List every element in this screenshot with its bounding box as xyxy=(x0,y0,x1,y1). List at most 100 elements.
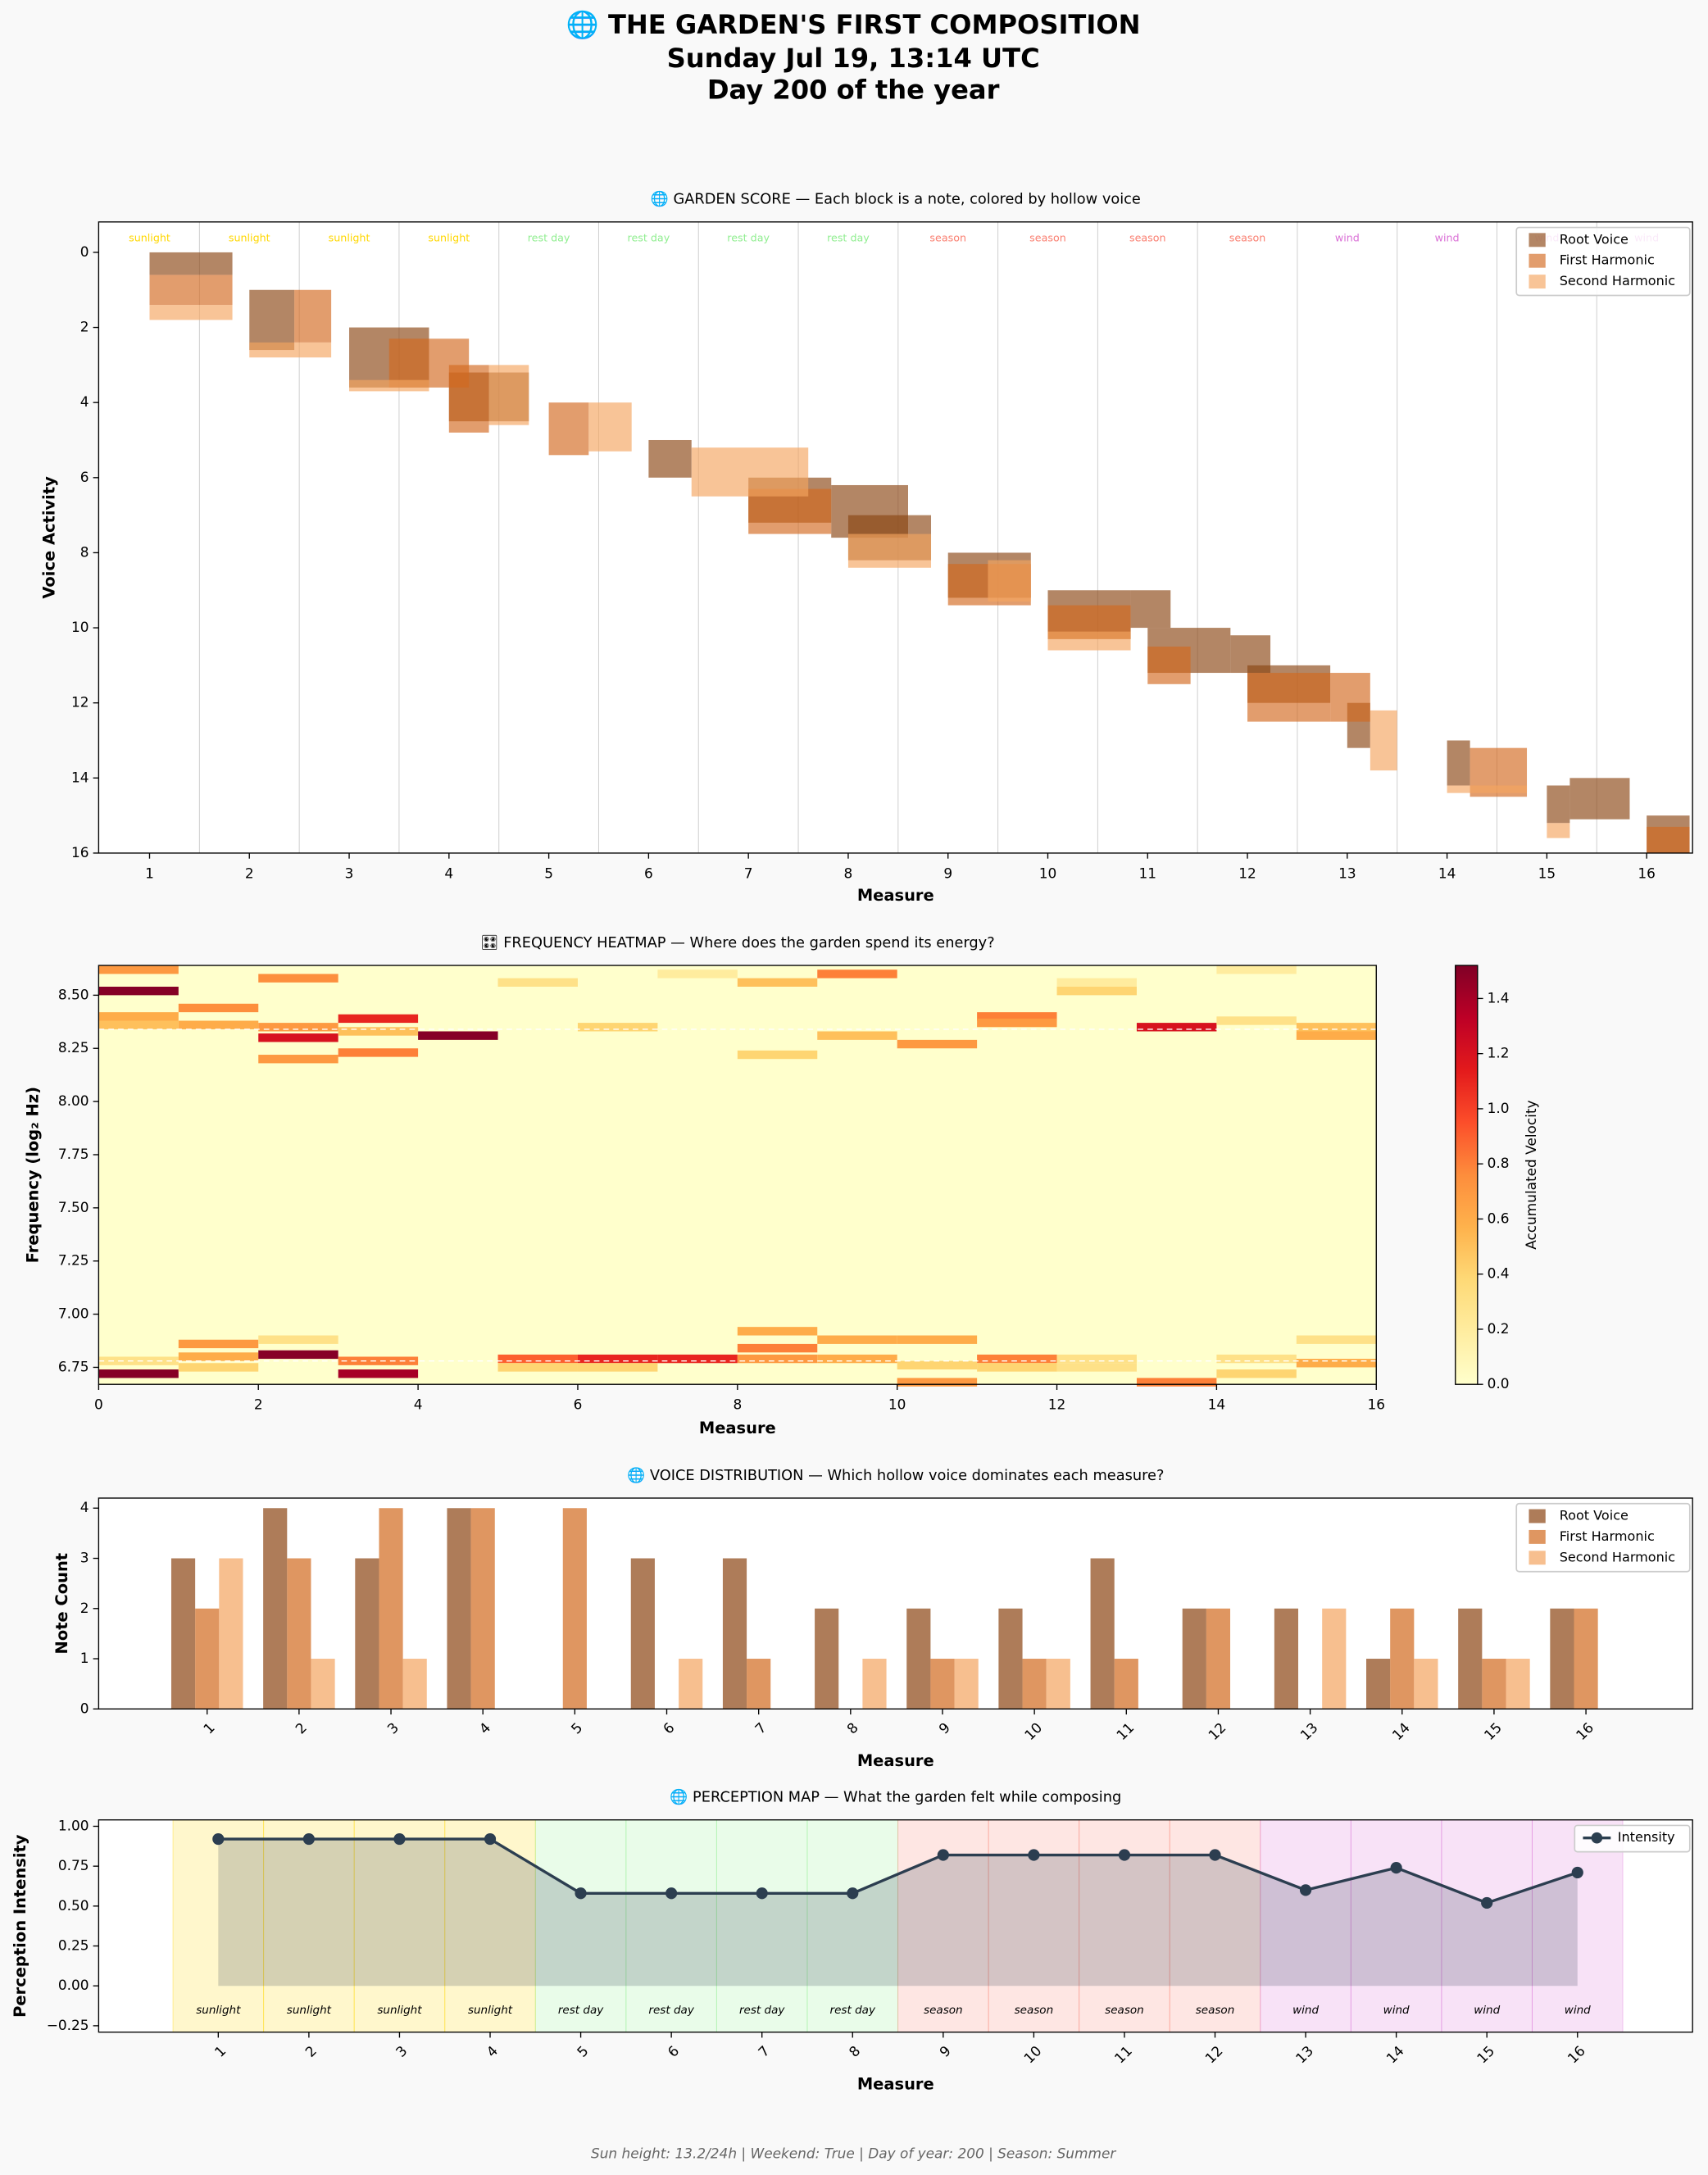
heat-cell xyxy=(1296,1023,1377,1032)
bar xyxy=(1506,1659,1530,1710)
note-block xyxy=(1247,673,1331,722)
section-label: rest day xyxy=(628,232,670,244)
note-block xyxy=(548,402,589,456)
bar xyxy=(906,1608,931,1710)
bar xyxy=(219,1558,243,1710)
heat-cell xyxy=(737,978,818,987)
section-label: rest day xyxy=(648,2004,694,2017)
heat-cell xyxy=(1216,1354,1297,1364)
x-tick-label: 6 xyxy=(574,1396,583,1413)
y-tick-label: 0.50 xyxy=(58,1897,89,1914)
y-tick-label: 1.00 xyxy=(58,1817,89,1833)
section-label: sunlight xyxy=(196,2004,241,2017)
point xyxy=(1390,1861,1402,1874)
heat-cell xyxy=(1056,1363,1137,1372)
point xyxy=(937,1849,949,1861)
x-axis-label: Measure xyxy=(857,2074,934,2093)
heat-cell xyxy=(178,1020,259,1029)
point xyxy=(1571,1866,1583,1879)
heat-cell xyxy=(338,1356,419,1365)
section-label: season xyxy=(924,2004,963,2017)
legend-label: Second Harmonic xyxy=(1560,1549,1675,1564)
bar xyxy=(562,1508,587,1710)
heat-cell xyxy=(1296,1335,1377,1344)
point xyxy=(756,1887,768,1900)
section-label: sunlight xyxy=(428,232,470,244)
heat-cell xyxy=(817,1031,897,1040)
section-label: season xyxy=(1129,232,1166,244)
heat-cell xyxy=(178,1003,259,1013)
section-label: sunlight xyxy=(377,2004,422,2017)
point xyxy=(1299,1884,1312,1896)
legend-label: First Harmonic xyxy=(1560,252,1655,268)
bar xyxy=(447,1508,471,1710)
bar xyxy=(815,1608,839,1710)
heat-cell xyxy=(497,1354,578,1364)
note-block xyxy=(149,305,233,320)
y-tick-label: 8.00 xyxy=(58,1092,89,1109)
heat-cell xyxy=(178,1352,259,1361)
heat-cell xyxy=(338,1027,419,1036)
section-label: season xyxy=(1196,2004,1235,2017)
y-tick-label: 6 xyxy=(80,469,89,485)
y-axis-label: Perception Intensity xyxy=(11,1834,30,2018)
section-label: sunlight xyxy=(329,232,370,244)
colorbar-tick-label: 0.4 xyxy=(1488,1265,1510,1282)
y-tick-label: 7.25 xyxy=(58,1252,89,1269)
y-axis-label: Voice Activity xyxy=(40,476,59,599)
x-tick-label: 14 xyxy=(1208,1396,1226,1413)
section-span xyxy=(172,1819,265,2033)
bar xyxy=(195,1608,220,1710)
bar xyxy=(998,1608,1023,1710)
bar xyxy=(1482,1659,1506,1710)
heat-cell xyxy=(897,1378,978,1387)
point xyxy=(1028,1849,1040,1861)
note-block xyxy=(149,252,233,275)
y-tick-label: 3 xyxy=(80,1550,89,1566)
x-tick-label: 7 xyxy=(744,865,753,881)
y-tick-label: 2 xyxy=(80,1600,89,1616)
section-label: season xyxy=(1229,232,1266,244)
heat-cell xyxy=(737,1343,818,1353)
section-span xyxy=(1260,1819,1351,2033)
bar xyxy=(954,1659,979,1710)
section-label: rest day xyxy=(558,2004,604,2017)
chart-title: 🌐 PERCEPTION MAP — What the garden felt … xyxy=(670,1788,1121,1806)
heat-cell xyxy=(497,978,578,987)
colorbar-tick-label: 1.4 xyxy=(1488,989,1510,1006)
x-tick-label: 3 xyxy=(345,865,354,881)
legend-swatch xyxy=(1529,233,1546,247)
heat-cell xyxy=(577,1363,658,1372)
x-tick-label: 16 xyxy=(1368,1396,1386,1413)
heat-cell xyxy=(338,1014,419,1024)
heat-cell xyxy=(737,1327,818,1336)
bar xyxy=(630,1558,655,1710)
bar xyxy=(263,1508,288,1710)
note-block xyxy=(691,447,809,497)
heat-cell xyxy=(1136,1023,1217,1032)
bar xyxy=(1090,1558,1115,1710)
bar xyxy=(311,1659,335,1710)
figure-subtitle: Sunday Jul 19, 13:14 UTC xyxy=(667,43,1040,74)
heat-cell xyxy=(897,1039,978,1049)
section-label: rest day xyxy=(528,232,570,244)
note-block xyxy=(1547,823,1570,838)
section-label: wind xyxy=(1474,2004,1500,2017)
y-tick-label: 16 xyxy=(71,844,89,860)
note-block xyxy=(1130,590,1171,629)
y-tick-label: 0.75 xyxy=(58,1857,89,1873)
bar xyxy=(1022,1659,1047,1710)
section-span xyxy=(1441,1819,1533,2033)
y-tick-label: −0.25 xyxy=(47,2017,89,2033)
legend-label: Second Harmonic xyxy=(1560,273,1675,288)
heat-cell xyxy=(577,1023,658,1032)
bar xyxy=(1274,1608,1299,1710)
x-tick-label: 4 xyxy=(444,865,453,881)
heat-cell xyxy=(497,1363,578,1372)
x-axis-label: Measure xyxy=(699,1419,776,1437)
bar xyxy=(402,1659,427,1710)
axes-frame xyxy=(98,221,1693,854)
point xyxy=(302,1832,315,1846)
y-tick-label: 7.00 xyxy=(58,1305,89,1322)
